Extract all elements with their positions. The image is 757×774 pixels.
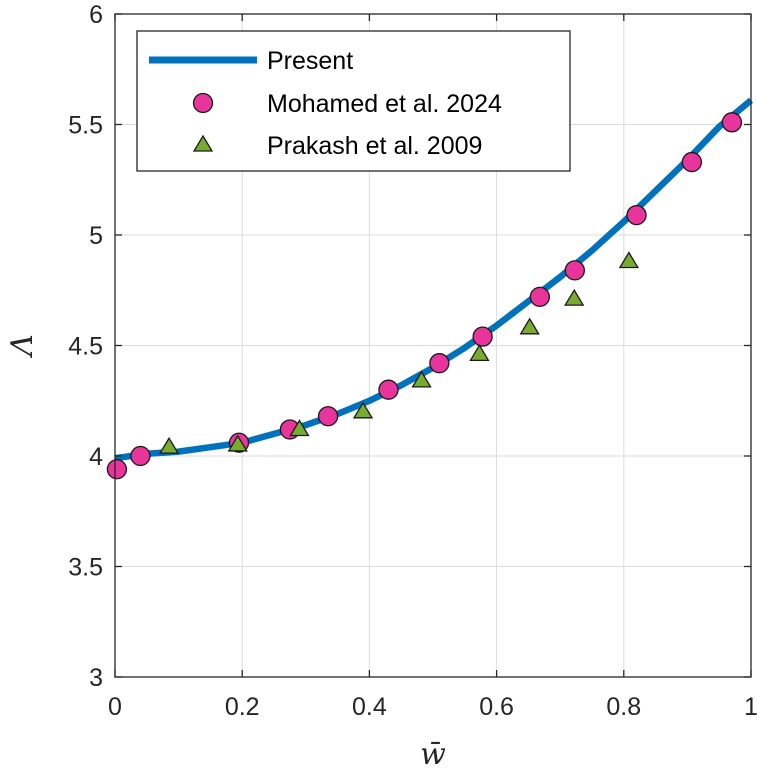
x-axis-label: w̄ [420,737,446,772]
y-tick-label: 6 [89,1,103,29]
prakash-point [289,419,310,437]
y-tick-label: 5 [89,222,103,250]
x-tick-label: 0.4 [352,693,387,721]
prakash-point [352,401,374,419]
y-tick-label: 3.5 [68,554,103,582]
mohamed-point [681,151,703,173]
y-tick-label: 4.5 [68,333,103,361]
legend-swatch-mohamed [192,92,214,114]
mohamed-point [564,260,585,281]
prakash-point [618,251,640,269]
mohamed-point [472,326,493,347]
mohamed-point [106,459,128,480]
x-tick-label: 1 [744,693,757,721]
legend-label-prakash: Prakash et al. 2009 [267,132,482,160]
prakash-point [469,344,490,361]
y-tick-label: 5.5 [68,112,103,140]
mohamed-point [529,286,550,308]
mohamed-point [721,112,743,133]
x-tick-label: 0 [108,693,122,721]
prakash-point [564,288,585,306]
legend-label-mohamed: Mohamed et al. 2024 [267,90,502,118]
legend-label-present: Present [267,47,353,75]
legend-swatch-prakash [192,134,214,152]
mohamed-point [429,353,450,374]
mohamed-point [378,379,399,400]
x-tick-label: 0.2 [225,693,260,721]
x-tick-label: 0.8 [606,693,641,721]
y-axis-label: Λ [5,334,40,359]
mohamed-point [626,204,647,226]
prakash-point [158,436,180,454]
prakash-point [227,434,248,452]
legend: Present Mohamed et al. 2024 Prakash et a… [136,30,571,172]
ticks: 0 0.2 0.4 0.6 0.8 1 3 3.5 4 4.5 5 5.5 6 [68,1,757,721]
prakash-point [411,370,432,388]
y-tick-label: 4 [89,443,103,471]
mohamed-point [130,445,151,467]
series-layer [106,97,754,480]
y-tick-label: 3 [89,664,103,692]
mohamed-point [317,406,339,427]
x-tick-label: 0.6 [479,693,514,721]
prakash-point [519,317,540,335]
